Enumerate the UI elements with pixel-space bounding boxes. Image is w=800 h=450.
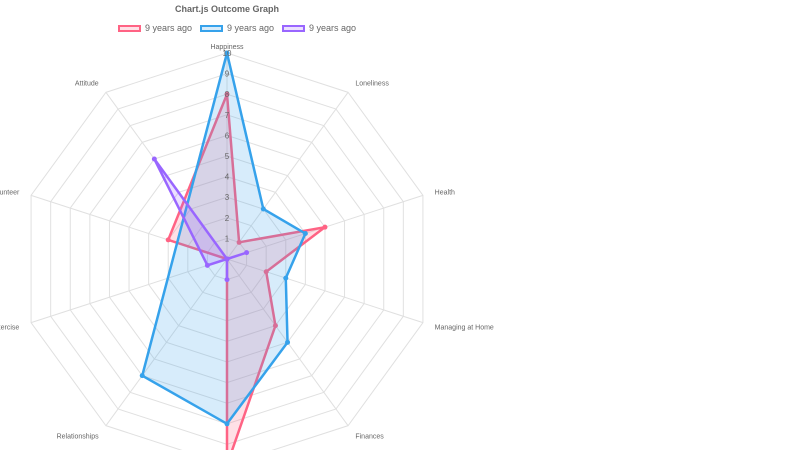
- axis-label: Managing at Home: [435, 324, 494, 331]
- tick-label: 9: [225, 70, 230, 79]
- series-1-point: [272, 323, 278, 329]
- series-2-point: [224, 421, 230, 427]
- series-2-point: [283, 275, 289, 281]
- tick-label: 1: [225, 234, 230, 243]
- legend-swatch: [282, 24, 306, 32]
- legend-item-series-2[interactable]: 9 years ago: [199, 23, 275, 33]
- series-3-point: [224, 277, 230, 283]
- legend-item-series-3[interactable]: 9 years ago: [282, 23, 356, 33]
- series-1-point: [236, 239, 242, 245]
- tick-label: 4: [225, 173, 230, 182]
- axis-label: Volunteer: [0, 190, 20, 197]
- series-2-area: [140, 52, 307, 426]
- tick-label: 5: [225, 152, 230, 161]
- legend-label: 9 years ago: [144, 23, 192, 33]
- series-2-point: [285, 339, 291, 345]
- grid-spoke: [105, 258, 228, 426]
- axis-label: Health: [435, 190, 455, 197]
- series-2-point: [224, 50, 230, 56]
- legend-item-series-1[interactable]: 9 years ago: [117, 23, 192, 33]
- axis-label: Attitude: [75, 80, 99, 87]
- series-1-point: [322, 224, 328, 230]
- series-3-point: [151, 156, 157, 162]
- series-1-point: [224, 91, 230, 97]
- axis-label: Loneliness: [355, 80, 389, 87]
- series-2-point: [139, 373, 145, 379]
- series-3-point: [204, 262, 210, 268]
- tick-label: 3: [225, 193, 230, 202]
- grid-spoke: [30, 258, 228, 324]
- series-2-point: [260, 206, 266, 212]
- legend-label: 9 years ago: [226, 23, 275, 33]
- axis-label: Relationships: [57, 434, 100, 441]
- grid-ring: [30, 52, 424, 450]
- legend-swatch: [199, 24, 223, 32]
- chart-title: Chart.js Outcome Graph: [174, 4, 280, 14]
- tick-label: 2: [225, 214, 230, 223]
- legend-swatch: [117, 24, 141, 32]
- series-1-point: [165, 237, 171, 243]
- axis-label: Happiness: [210, 44, 244, 51]
- axis-label: Exercise: [0, 324, 19, 331]
- legend-label: 9 years ago: [309, 23, 357, 33]
- grid-spoke: [226, 92, 349, 260]
- series-2-point: [302, 231, 308, 237]
- axis-label: Finances: [355, 434, 384, 441]
- legend: 9 years ago 9 years ago 9 years ago: [0, 23, 474, 33]
- grid-spoke: [226, 258, 424, 324]
- tick-label: 10: [223, 49, 232, 58]
- series-1-point: [263, 269, 269, 275]
- tick-label: 7: [225, 111, 230, 120]
- series-3-point: [224, 256, 230, 262]
- tick-label: 6: [225, 131, 230, 140]
- series-3-area: [153, 158, 247, 280]
- tick-label: 8: [225, 90, 230, 99]
- series-3-point: [244, 250, 250, 256]
